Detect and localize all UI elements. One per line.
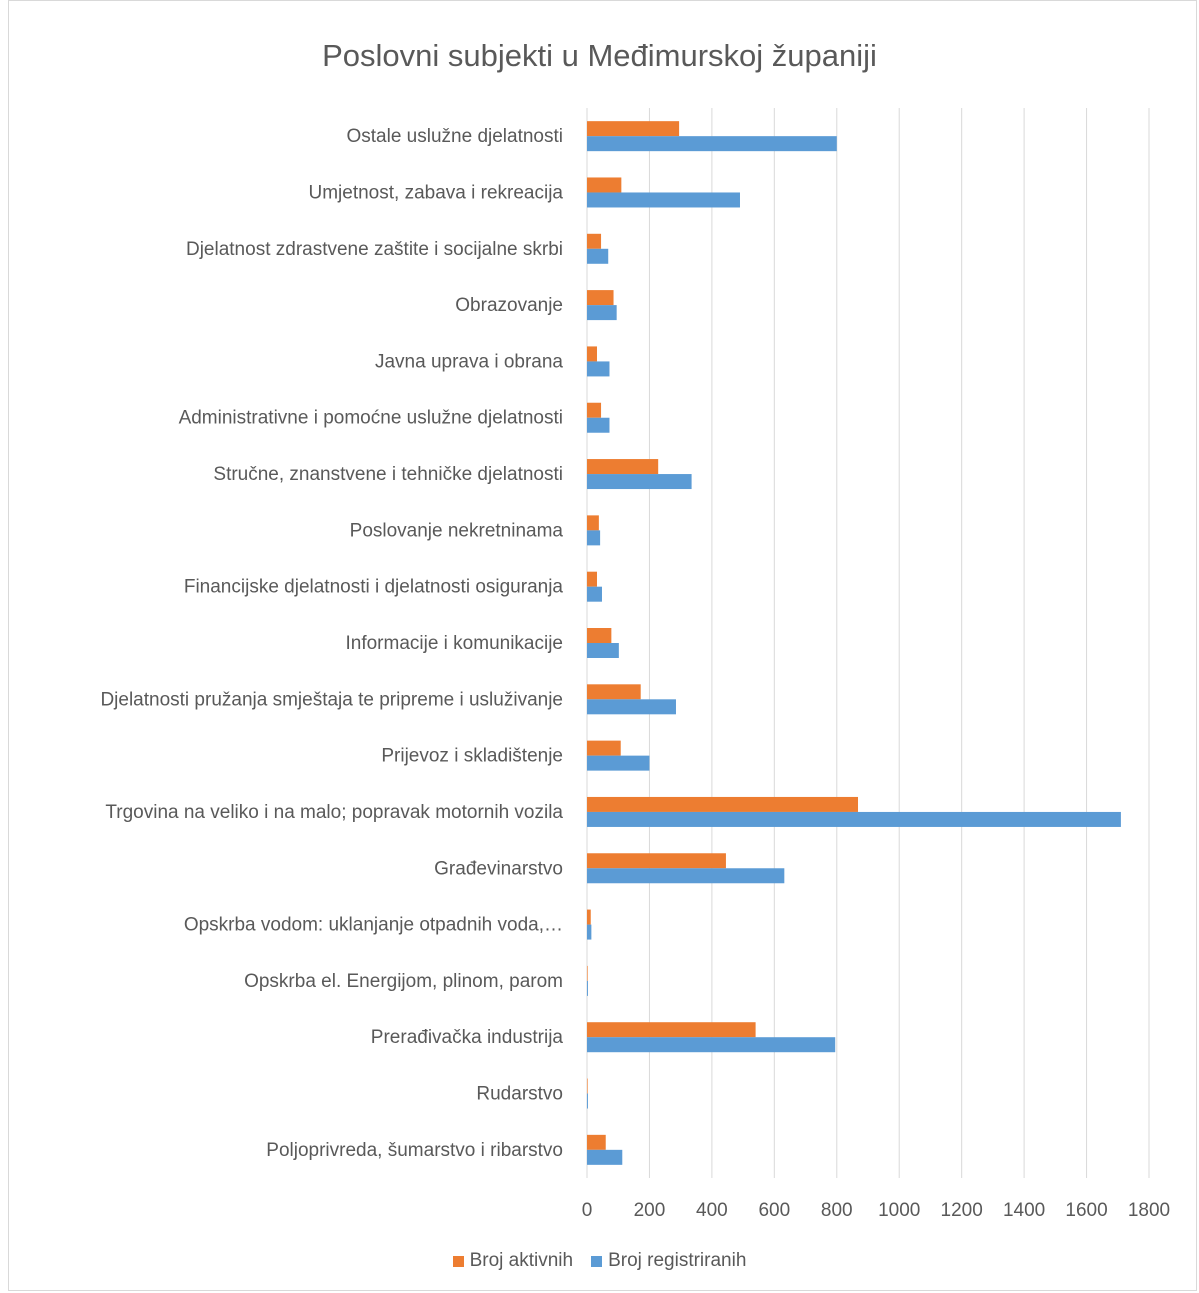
bar-aktivnih — [587, 909, 591, 925]
x-tick-label: 1600 — [1065, 1200, 1107, 1221]
bar-aktivnih — [587, 1078, 588, 1094]
bar-aktivnih — [587, 1134, 606, 1150]
bar-registriranih — [587, 1149, 623, 1165]
bar-aktivnih — [587, 684, 641, 700]
x-tick-label: 0 — [582, 1200, 593, 1221]
bar-registriranih — [587, 868, 785, 884]
bar-registriranih — [587, 755, 650, 771]
bar-registriranih — [587, 530, 601, 546]
category-label: Djelatnosti pružanja smještaja te pripre… — [100, 689, 563, 710]
bar-registriranih — [587, 1093, 588, 1109]
bar-registriranih — [587, 643, 619, 658]
bar-registriranih — [587, 586, 602, 602]
category-label: Informacije i komunikacije — [345, 633, 563, 654]
bar-registriranih — [587, 248, 609, 264]
category-label: Financijske djelatnosti i djelatnosti os… — [184, 577, 564, 598]
bar-aktivnih — [587, 233, 602, 249]
legend-item-registriranih: Broj registriranih — [591, 1250, 746, 1272]
legend-swatch-aktivnih — [452, 1255, 464, 1267]
bar-aktivnih — [587, 796, 859, 812]
bar-aktivnih — [587, 177, 622, 193]
bar-registriranih — [587, 192, 740, 208]
legend-label-aktivnih: Broj aktivnih — [469, 1250, 574, 1271]
bar-aktivnih — [587, 515, 599, 531]
category-label: Javna uprava i obrana — [375, 351, 563, 372]
bar-aktivnih — [587, 121, 680, 137]
x-tick-label: 1000 — [878, 1200, 920, 1221]
legend-label-registriranih: Broj registriranih — [608, 1250, 747, 1271]
x-tick-label: 800 — [821, 1200, 853, 1221]
category-label: Poljoprivreda, šumarstvo i ribarstvo — [266, 1140, 563, 1161]
bar-registriranih — [587, 361, 610, 377]
x-tick-label: 200 — [634, 1200, 666, 1221]
category-label: Administrativne i pomoćne uslužne djelat… — [179, 408, 563, 429]
category-label: Ostale uslužne djelatnosti — [346, 126, 563, 147]
category-label: Stručne, znanstvene i tehničke djelatnos… — [213, 464, 563, 485]
x-tick-label: 1400 — [1003, 1200, 1045, 1221]
category-label: Trgovina na veliko i na malo; popravak m… — [105, 802, 563, 823]
legend-swatch-registriranih — [591, 1255, 603, 1267]
bar-aktivnih — [587, 1022, 756, 1038]
category-label: Opskrba vodom: uklanjanje otpadnih voda,… — [184, 915, 563, 936]
bar-registriranih — [587, 811, 1121, 827]
bar-registriranih — [587, 699, 676, 715]
chart-title: Poslovni subjekti u Međimurskoj županiji — [322, 38, 877, 73]
category-label: Prerađivačka industrija — [371, 1027, 564, 1048]
category-label: Obrazovanje — [455, 295, 563, 316]
legend-item-aktivnih: Broj aktivnih — [452, 1250, 574, 1272]
bar-aktivnih — [587, 290, 614, 306]
bar-registriranih — [587, 924, 592, 940]
bar-aktivnih — [587, 459, 659, 475]
bar-aktivnih — [587, 853, 726, 869]
category-label: Opskrba el. Energijom, plinom, parom — [244, 971, 563, 992]
bar-registriranih — [587, 305, 617, 321]
bar-registriranih — [587, 1037, 836, 1053]
bar-registriranih — [587, 980, 588, 996]
bar-aktivnih — [587, 965, 588, 981]
category-label: Rudarstvo — [476, 1084, 563, 1105]
category-label: Građevinarstvo — [434, 858, 563, 879]
bar-aktivnih — [587, 740, 621, 756]
bar-registriranih — [587, 474, 692, 490]
x-tick-label: 400 — [696, 1200, 728, 1221]
bar-aktivnih — [587, 346, 597, 362]
category-label: Umjetnost, zabava i rekreacija — [309, 182, 564, 203]
category-label: Djelatnost zdrastvene zaštite i socijaln… — [186, 239, 563, 260]
x-tick-label: 600 — [758, 1200, 790, 1221]
x-tick-label: 1200 — [941, 1200, 983, 1221]
legend: Broj aktivnih Broj registriranih — [0, 1250, 1199, 1272]
bar-aktivnih — [587, 571, 597, 587]
category-label: Poslovanje nekretninama — [350, 520, 564, 541]
x-tick-label: 1800 — [1128, 1200, 1170, 1221]
bar-registriranih — [587, 136, 837, 152]
category-label: Prijevoz i skladištenje — [381, 746, 563, 767]
bar-aktivnih — [587, 402, 602, 418]
bar-registriranih — [587, 417, 610, 433]
bar-aktivnih — [587, 628, 612, 643]
